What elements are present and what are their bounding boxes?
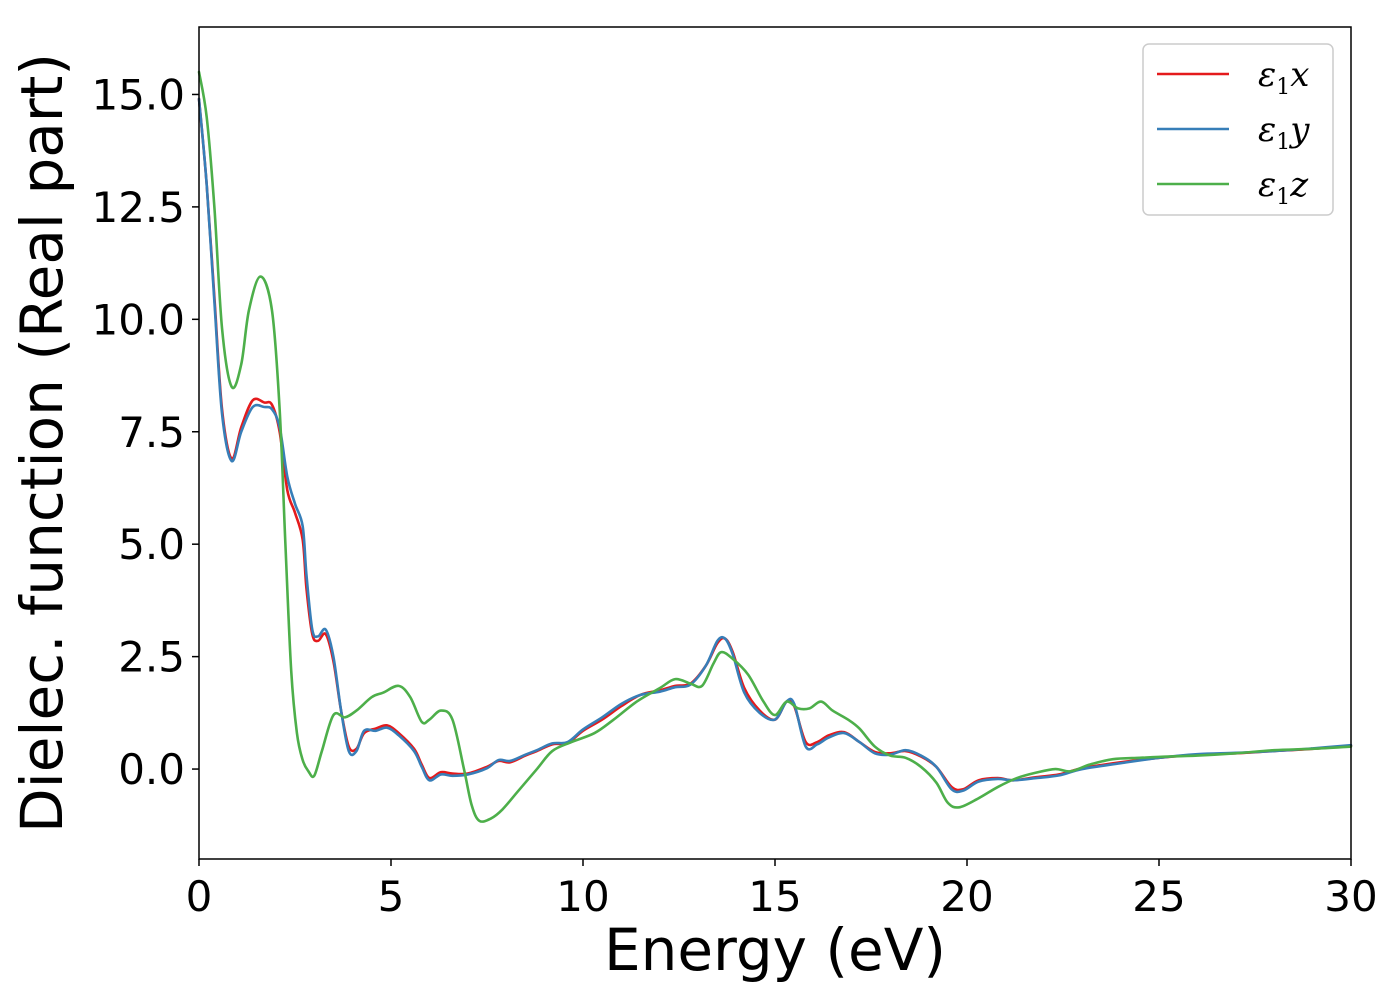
legend-label-suffix: x <box>1290 55 1309 95</box>
y-tick-label: 5.0 <box>118 520 185 569</box>
legend-label-subscript: 1 <box>1276 75 1290 100</box>
x-tick-label: 10 <box>556 872 609 921</box>
y-tick-label: 0.0 <box>118 745 185 794</box>
legend-label-base: ε <box>1258 55 1276 95</box>
x-axis-ticks: 0 5 10 15 20 25 30 <box>186 859 1378 921</box>
x-tick-label: 25 <box>1132 872 1185 921</box>
y-tick-label: 15.0 <box>91 70 185 119</box>
legend-label-subscript: 1 <box>1276 185 1290 210</box>
y-tick-label: 12.5 <box>91 183 185 232</box>
y-tick-label: 10.0 <box>91 295 185 344</box>
legend-label-suffix: z <box>1289 165 1309 205</box>
legend-label-x: ε1x <box>1258 55 1309 100</box>
x-tick-label: 15 <box>748 872 801 921</box>
legend-label-y: ε1y <box>1258 110 1310 155</box>
y-axis-label: Dielec. function (Real part) <box>8 53 76 833</box>
series-line-z <box>197 70 1353 823</box>
legend-label-base: ε <box>1258 110 1276 150</box>
legend-label-z: ε1z <box>1258 165 1309 210</box>
series-line-y <box>197 97 1353 794</box>
legend-label-subscript: 1 <box>1276 130 1290 155</box>
legend-label-base: ε <box>1258 165 1276 205</box>
x-tick-label: 0 <box>186 872 213 921</box>
x-tick-label: 20 <box>940 872 993 921</box>
x-tick-label: 30 <box>1324 872 1377 921</box>
x-tick-label: 5 <box>378 872 405 921</box>
legend-label-suffix: y <box>1288 110 1310 150</box>
x-axis-label: Energy (eV) <box>604 916 946 984</box>
y-tick-label: 7.5 <box>118 408 185 457</box>
y-tick-label: 2.5 <box>118 633 185 682</box>
series-layer <box>197 70 1353 823</box>
y-axis-ticks: 0.0 2.5 5.0 7.5 10.0 12.5 15.0 <box>91 70 199 794</box>
legend-box <box>1142 43 1334 216</box>
